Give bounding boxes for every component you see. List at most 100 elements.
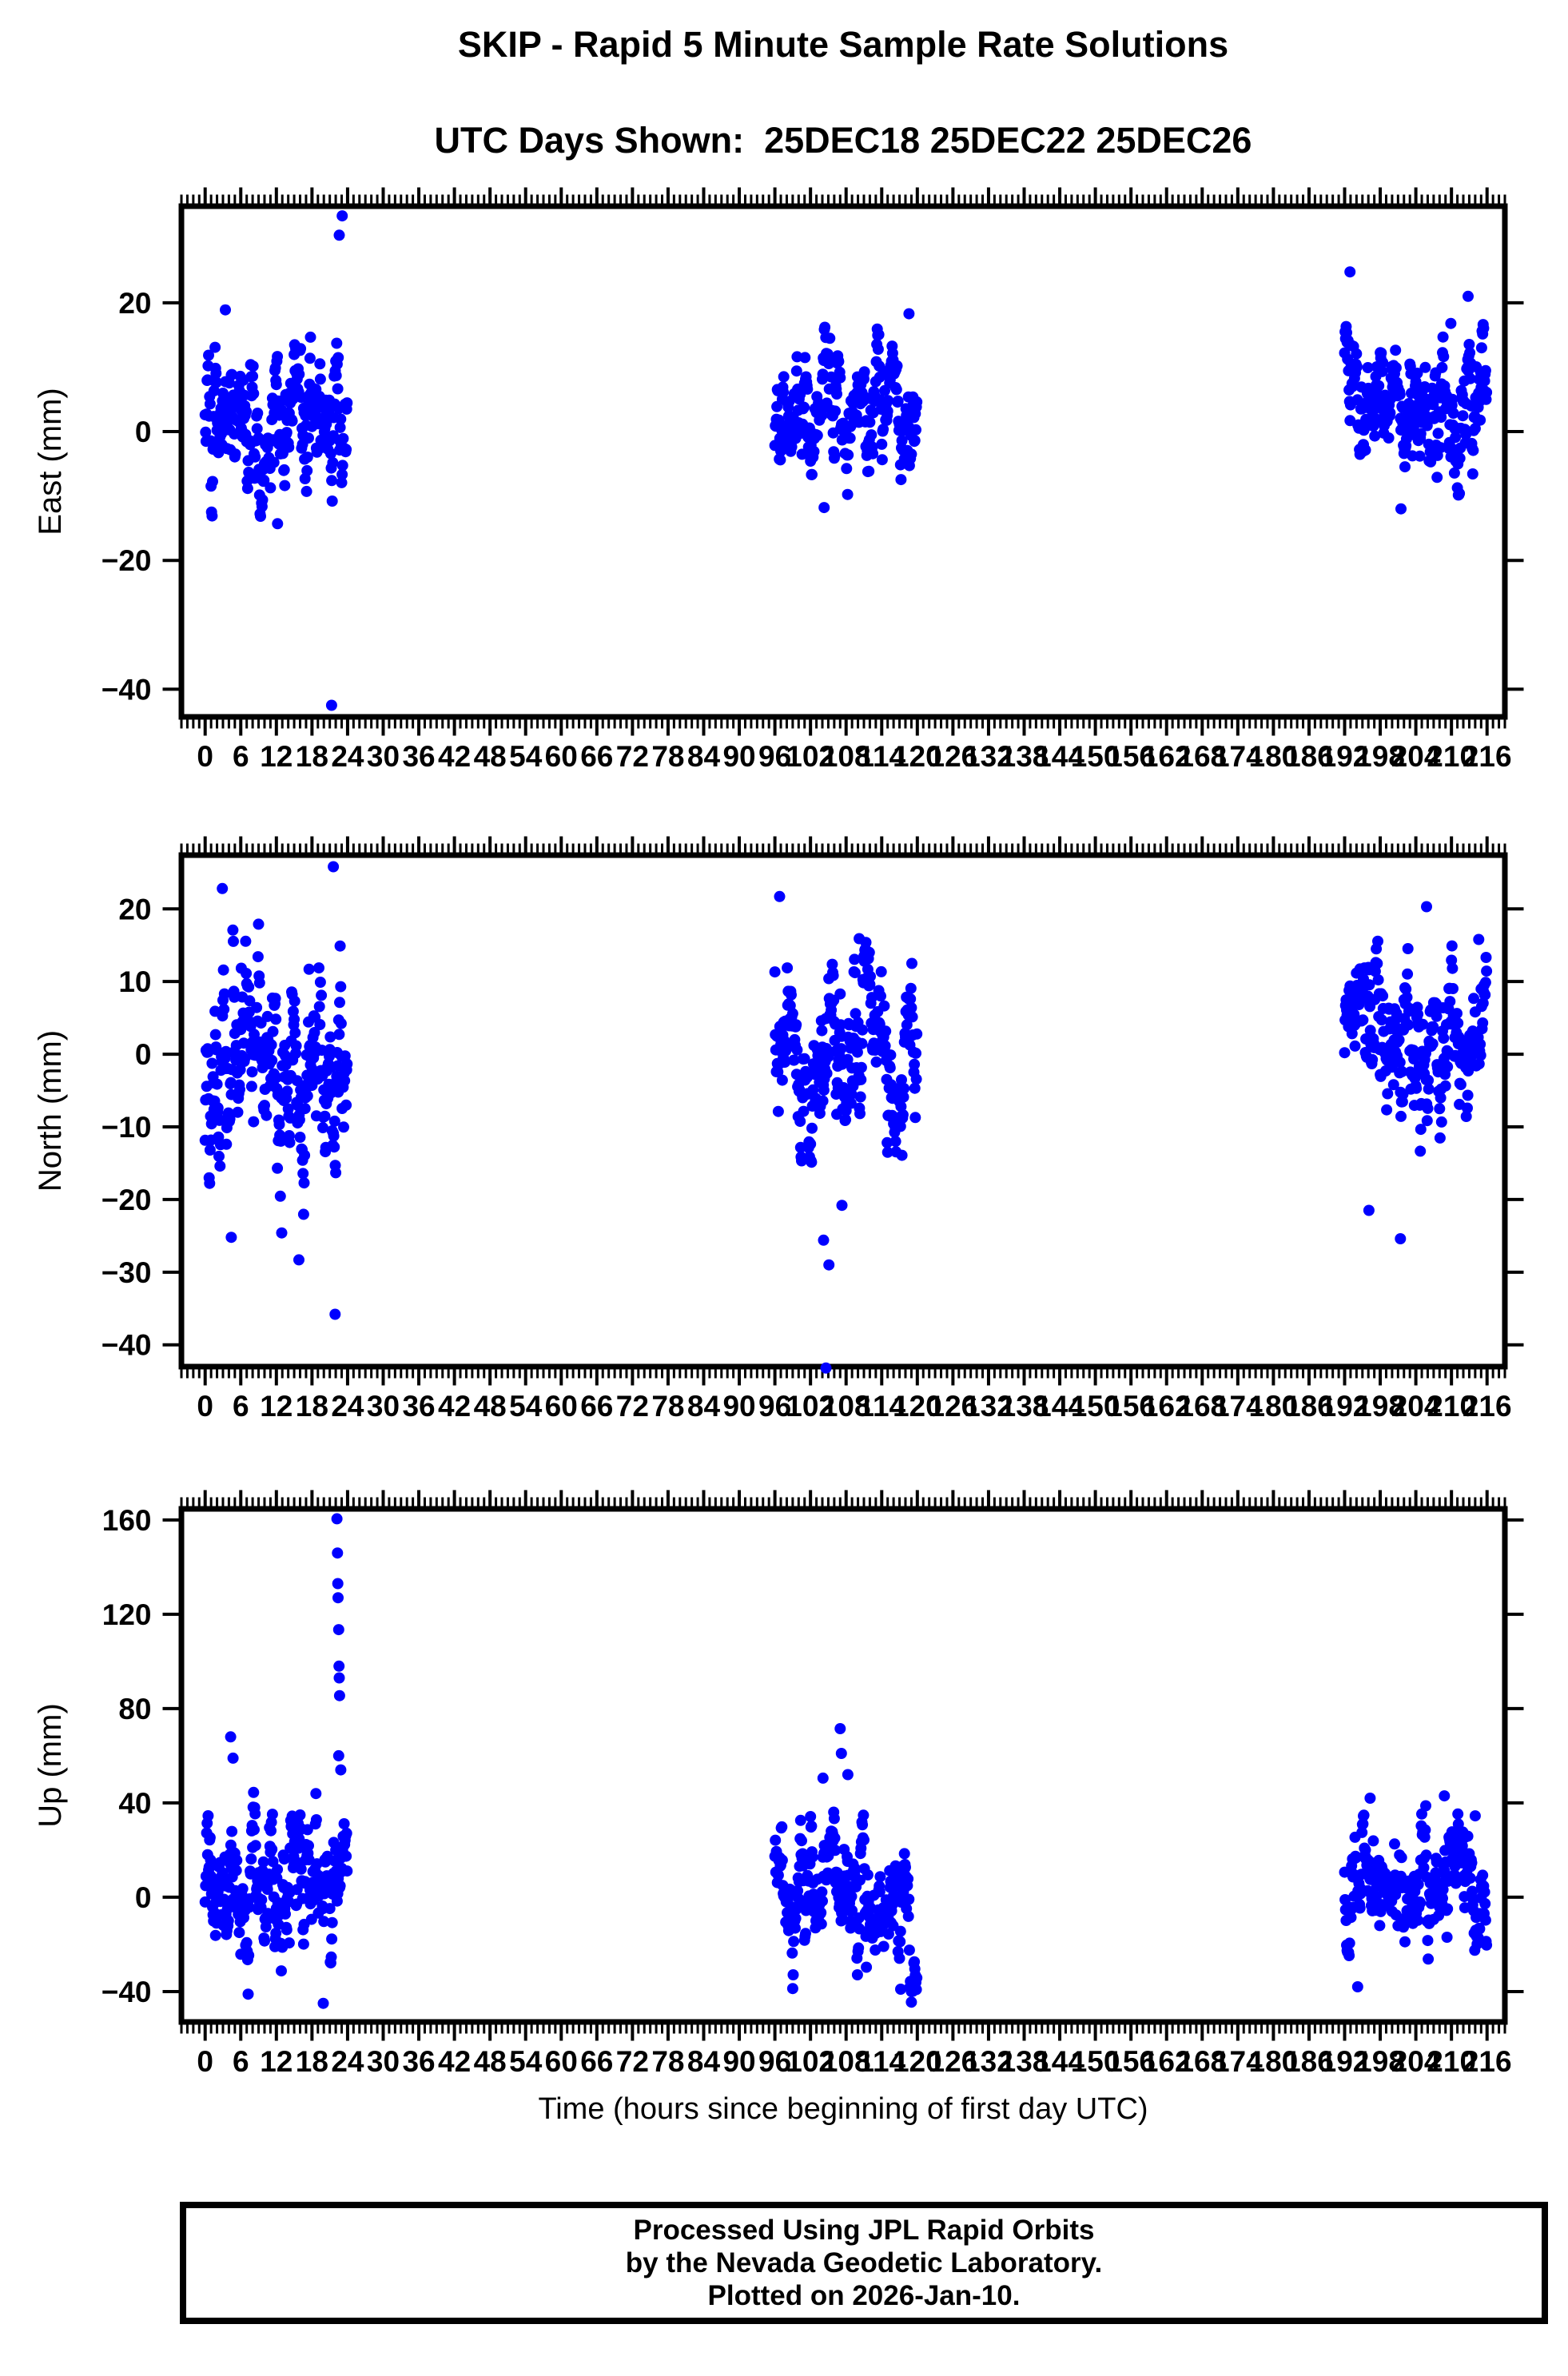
svg-text:84: 84 [687,740,721,773]
north-scatter-points [199,918,1493,1220]
svg-text:96: 96 [758,740,791,773]
svg-text:72: 72 [616,1390,649,1423]
north-x-tick-labels: 0 6 12 18 24 30 36 42 48 54 60 66 72 78 84 90 9610210811… [197,1390,1511,1423]
svg-text:156: 156 [1106,2045,1156,2078]
north-y-axis-title: North (mm) [33,1030,68,1192]
svg-text:102: 102 [786,740,835,773]
east-outlier-points [220,210,1474,711]
svg-text:210: 210 [1427,1390,1476,1423]
svg-text:0: 0 [135,1881,152,1914]
east-y-axis-title: East (mm) [33,388,68,535]
svg-text:132: 132 [964,1390,1013,1423]
svg-text:126: 126 [929,2045,978,2078]
svg-text:174: 174 [1213,740,1263,773]
svg-text:78: 78 [651,740,684,773]
east-x-ticks [180,187,1506,736]
svg-text:120: 120 [893,2045,942,2078]
panel-north: 0 6 12 18 24 30 36 42 48 54 60 66 72 78 84 90 9610210811… [33,836,1524,1423]
svg-text:36: 36 [402,2045,435,2078]
svg-text:−20: −20 [101,1184,152,1216]
svg-text:198: 198 [1355,2045,1405,2078]
svg-text:90: 90 [722,1390,755,1423]
svg-text:48: 48 [474,740,507,773]
svg-text:−40: −40 [101,1976,152,2008]
svg-text:−40: −40 [101,673,152,706]
svg-text:60: 60 [545,2045,578,2078]
panel-east: 0 6 12 18 24 30 36 42 48 54 60 66 72 78 84 90 9610210811… [33,187,1524,773]
up-y-tick-labels: −40 0 40 80 120 160 [101,1504,152,2008]
up-x-tick-labels: 0 6 12 18 24 30 36 42 48 54 60 66 72 78 84 90 9610210811… [197,2045,1511,2078]
svg-text:204: 204 [1391,1390,1441,1423]
svg-text:174: 174 [1213,2045,1263,2078]
svg-text:144: 144 [1035,740,1084,773]
north-y-ticks [162,907,1524,1347]
svg-text:72: 72 [616,740,649,773]
svg-text:30: 30 [367,1390,400,1423]
svg-text:114: 114 [858,1390,905,1423]
svg-text:30: 30 [367,740,400,773]
svg-text:162: 162 [1142,1390,1192,1423]
svg-text:18: 18 [296,740,328,773]
svg-text:180: 180 [1249,2045,1299,2078]
svg-text:216: 216 [1463,2045,1512,2078]
svg-text:24: 24 [331,1390,364,1423]
svg-text:42: 42 [438,1390,471,1423]
svg-text:78: 78 [651,1390,684,1423]
svg-text:6: 6 [233,1390,249,1423]
svg-text:10: 10 [118,965,151,998]
east-x-tick-labels: 0 6 12 18 24 30 36 42 48 54 60 66 72 78 84 90 9610210811… [197,740,1511,773]
footer-line-2: by the Nevada Geodetic Laboratory. [625,2247,1103,2278]
east-y-tick-labels: −40 −20 0 20 [101,287,152,706]
svg-text:0: 0 [135,1038,152,1071]
svg-text:96: 96 [758,2045,791,2078]
svg-text:108: 108 [822,740,871,773]
svg-text:174: 174 [1213,1390,1263,1423]
north-outlier-points [217,861,1485,1374]
east-border [178,203,1508,720]
svg-text:−10: −10 [101,1111,152,1144]
svg-text:162: 162 [1142,740,1192,773]
svg-text:72: 72 [616,2045,649,2078]
north-border [178,852,1508,1370]
svg-text:114: 114 [858,740,905,773]
svg-text:66: 66 [580,1390,613,1423]
up-border [178,1506,1508,2025]
svg-text:126: 126 [929,1390,978,1423]
svg-text:168: 168 [1177,1390,1227,1423]
svg-text:198: 198 [1355,740,1405,773]
svg-text:0: 0 [197,740,213,773]
svg-text:186: 186 [1284,1390,1334,1423]
svg-text:48: 48 [474,2045,507,2078]
svg-text:204: 204 [1391,2045,1441,2078]
svg-text:84: 84 [687,1390,721,1423]
svg-text:0: 0 [197,1390,213,1423]
svg-text:204: 204 [1391,740,1441,773]
svg-text:156: 156 [1106,1390,1156,1423]
svg-text:54: 54 [509,1390,543,1423]
svg-text:132: 132 [964,740,1013,773]
svg-text:6: 6 [233,2045,249,2078]
svg-text:24: 24 [331,2045,364,2078]
svg-text:192: 192 [1320,2045,1370,2078]
chart-subtitle: UTC Days Shown: 25DEC18 25DEC22 25DEC26 [434,120,1252,161]
svg-text:180: 180 [1249,740,1299,773]
svg-text:18: 18 [296,1390,328,1423]
svg-text:60: 60 [545,740,578,773]
svg-text:20: 20 [118,287,151,320]
east-scatter-points [199,319,1493,522]
footer-line-1: Processed Using JPL Rapid Orbits [633,2215,1095,2246]
svg-text:138: 138 [1000,740,1049,773]
svg-text:138: 138 [1000,1390,1049,1423]
svg-text:138: 138 [1000,2045,1049,2078]
svg-text:20: 20 [118,893,151,925]
svg-text:150: 150 [1071,1390,1120,1423]
svg-text:84: 84 [687,2045,721,2078]
svg-text:24: 24 [331,740,364,773]
svg-text:6: 6 [233,740,249,773]
svg-text:144: 144 [1035,1390,1084,1423]
up-x-ticks [180,1490,1506,2041]
svg-text:42: 42 [438,2045,471,2078]
up-scatter-points [199,1786,1493,2000]
